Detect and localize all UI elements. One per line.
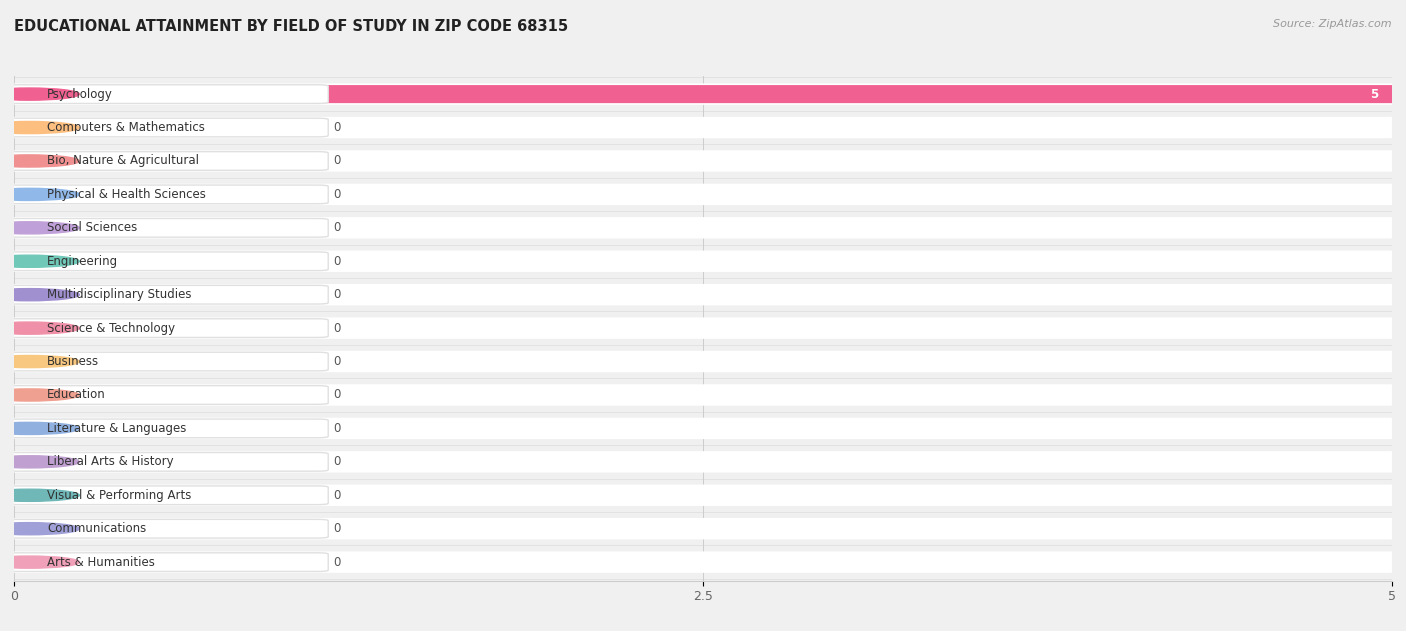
Circle shape (0, 121, 79, 134)
Text: 0: 0 (333, 355, 342, 368)
Text: 5: 5 (1369, 88, 1378, 100)
Text: 0: 0 (333, 556, 342, 569)
FancyBboxPatch shape (14, 184, 1392, 205)
FancyBboxPatch shape (14, 551, 1392, 573)
FancyBboxPatch shape (3, 285, 328, 304)
FancyBboxPatch shape (3, 486, 328, 505)
Text: 0: 0 (333, 121, 342, 134)
FancyBboxPatch shape (14, 150, 1392, 172)
Text: Arts & Humanities: Arts & Humanities (48, 556, 155, 569)
FancyBboxPatch shape (11, 319, 66, 337)
Circle shape (0, 522, 79, 535)
FancyBboxPatch shape (11, 286, 66, 304)
Text: Liberal Arts & History: Liberal Arts & History (48, 456, 174, 468)
Text: Science & Technology: Science & Technology (48, 322, 176, 334)
Text: 0: 0 (333, 489, 342, 502)
Circle shape (0, 456, 79, 468)
Text: 0: 0 (333, 422, 342, 435)
FancyBboxPatch shape (11, 252, 66, 270)
FancyBboxPatch shape (14, 518, 1392, 540)
Circle shape (0, 355, 79, 368)
Circle shape (0, 188, 79, 201)
Circle shape (0, 422, 79, 435)
FancyBboxPatch shape (11, 353, 66, 370)
FancyBboxPatch shape (11, 152, 66, 170)
Circle shape (0, 155, 79, 167)
FancyBboxPatch shape (14, 485, 1392, 506)
Circle shape (0, 221, 79, 234)
Circle shape (0, 389, 79, 401)
Text: Physical & Health Sciences: Physical & Health Sciences (48, 188, 207, 201)
FancyBboxPatch shape (14, 451, 1392, 473)
FancyBboxPatch shape (11, 85, 1395, 103)
Circle shape (0, 88, 79, 100)
FancyBboxPatch shape (14, 418, 1392, 439)
FancyBboxPatch shape (3, 118, 328, 137)
FancyBboxPatch shape (14, 317, 1392, 339)
Text: 0: 0 (333, 389, 342, 401)
FancyBboxPatch shape (3, 218, 328, 237)
FancyBboxPatch shape (3, 386, 328, 404)
FancyBboxPatch shape (11, 420, 66, 437)
Circle shape (0, 322, 79, 334)
FancyBboxPatch shape (3, 452, 328, 471)
Text: 0: 0 (333, 155, 342, 167)
FancyBboxPatch shape (11, 386, 66, 404)
Text: Business: Business (48, 355, 100, 368)
Circle shape (0, 255, 79, 268)
FancyBboxPatch shape (11, 487, 66, 504)
Text: EDUCATIONAL ATTAINMENT BY FIELD OF STUDY IN ZIP CODE 68315: EDUCATIONAL ATTAINMENT BY FIELD OF STUDY… (14, 19, 568, 34)
FancyBboxPatch shape (14, 217, 1392, 239)
FancyBboxPatch shape (11, 553, 66, 571)
FancyBboxPatch shape (11, 453, 66, 471)
FancyBboxPatch shape (14, 83, 1392, 105)
FancyBboxPatch shape (11, 219, 66, 237)
FancyBboxPatch shape (14, 284, 1392, 305)
FancyBboxPatch shape (3, 185, 328, 204)
FancyBboxPatch shape (3, 519, 328, 538)
Text: Communications: Communications (48, 522, 146, 535)
Text: Multidisciplinary Studies: Multidisciplinary Studies (48, 288, 191, 301)
FancyBboxPatch shape (11, 119, 66, 136)
Circle shape (0, 288, 79, 301)
FancyBboxPatch shape (3, 419, 328, 438)
FancyBboxPatch shape (14, 251, 1392, 272)
Text: 0: 0 (333, 456, 342, 468)
Text: 0: 0 (333, 255, 342, 268)
Text: 0: 0 (333, 288, 342, 301)
FancyBboxPatch shape (3, 85, 328, 103)
Text: Education: Education (48, 389, 105, 401)
FancyBboxPatch shape (14, 384, 1392, 406)
FancyBboxPatch shape (11, 520, 66, 538)
Text: 0: 0 (333, 322, 342, 334)
Text: Visual & Performing Arts: Visual & Performing Arts (48, 489, 191, 502)
FancyBboxPatch shape (14, 351, 1392, 372)
Text: Source: ZipAtlas.com: Source: ZipAtlas.com (1274, 19, 1392, 29)
Circle shape (0, 556, 79, 568)
Circle shape (0, 489, 79, 502)
Text: Bio, Nature & Agricultural: Bio, Nature & Agricultural (48, 155, 200, 167)
FancyBboxPatch shape (11, 186, 66, 203)
Text: Engineering: Engineering (48, 255, 118, 268)
Text: Social Sciences: Social Sciences (48, 221, 138, 234)
FancyBboxPatch shape (3, 252, 328, 271)
FancyBboxPatch shape (3, 151, 328, 170)
FancyBboxPatch shape (3, 553, 328, 572)
Text: 0: 0 (333, 522, 342, 535)
Text: Computers & Mathematics: Computers & Mathematics (48, 121, 205, 134)
FancyBboxPatch shape (14, 117, 1392, 138)
FancyBboxPatch shape (3, 319, 328, 338)
Text: 0: 0 (333, 188, 342, 201)
Text: Psychology: Psychology (48, 88, 112, 100)
FancyBboxPatch shape (3, 352, 328, 371)
Text: Literature & Languages: Literature & Languages (48, 422, 187, 435)
Text: 0: 0 (333, 221, 342, 234)
